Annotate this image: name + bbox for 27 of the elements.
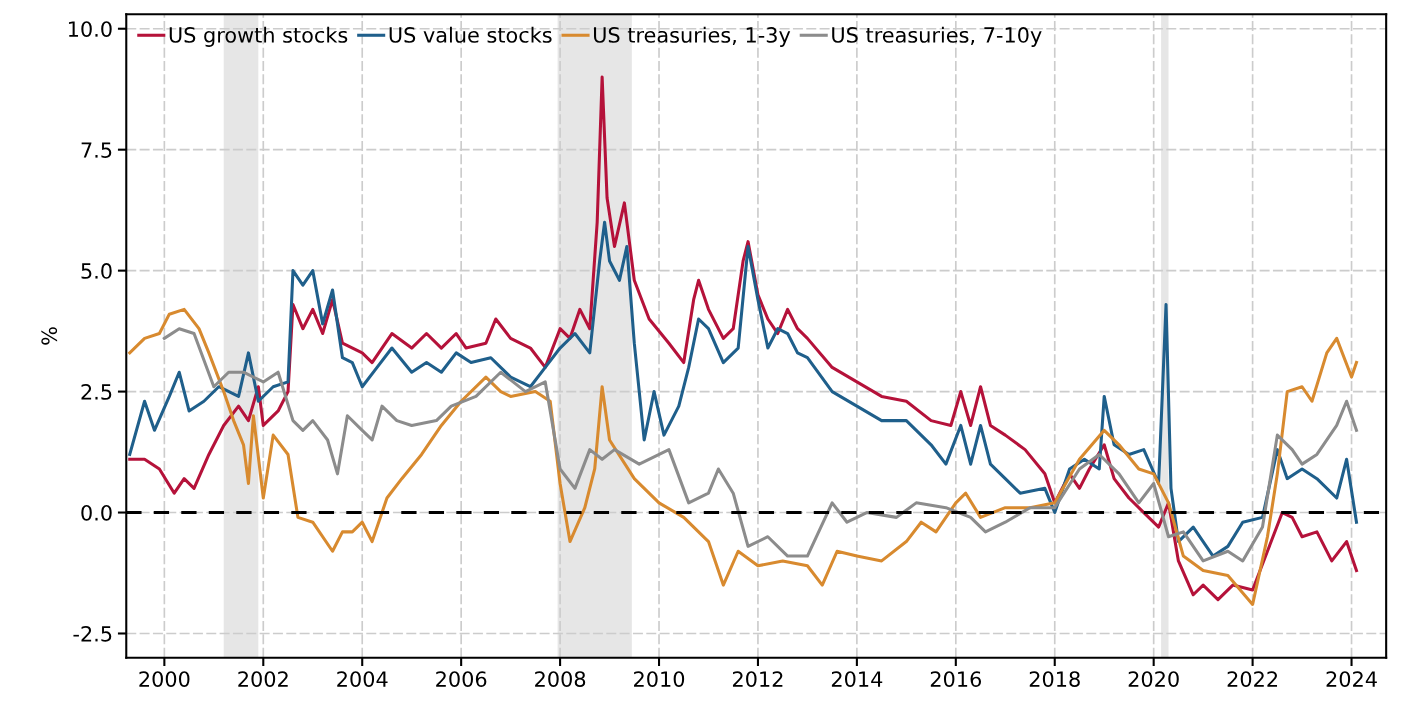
x-tick-label: 2022 xyxy=(1227,671,1278,687)
line-series xyxy=(128,307,1359,606)
legend-label: US value stocks xyxy=(389,26,552,43)
legend-label: US growth stocks xyxy=(169,26,348,47)
y-tick-label: -2.5 xyxy=(73,625,112,642)
x-tick-label: 2010 xyxy=(634,671,685,687)
x-tick-label: 2020 xyxy=(1128,671,1179,687)
y-axis-title: % xyxy=(41,327,58,345)
y-tick-label: 5.0 xyxy=(81,263,112,279)
x-tick-label: 2004 xyxy=(337,671,388,687)
y-tick-label: 2.5 xyxy=(81,384,112,400)
y-tick-label: 7.5 xyxy=(81,142,112,158)
legend-label: US treasuries, 7-10y xyxy=(832,26,1042,47)
x-tick-label: 2024 xyxy=(1326,671,1377,687)
x-tick-label: 2006 xyxy=(436,671,487,687)
x-tick-label: 2002 xyxy=(238,671,288,687)
line-series xyxy=(128,220,1359,558)
x-tick-label: 2012 xyxy=(732,671,783,687)
x-tick-label: 2000 xyxy=(139,671,190,687)
legend-label: US treasuries, 1-3y xyxy=(594,26,791,47)
x-tick-label: 2016 xyxy=(930,671,982,687)
line-series xyxy=(162,327,1359,563)
x-tick-label: 2014 xyxy=(831,671,883,687)
y-tick-label: 0.0 xyxy=(81,504,112,521)
x-tick-label: 2018 xyxy=(1029,671,1080,687)
x-tick-label: 2008 xyxy=(535,671,586,687)
y-tick-label: 10.0 xyxy=(68,21,112,37)
